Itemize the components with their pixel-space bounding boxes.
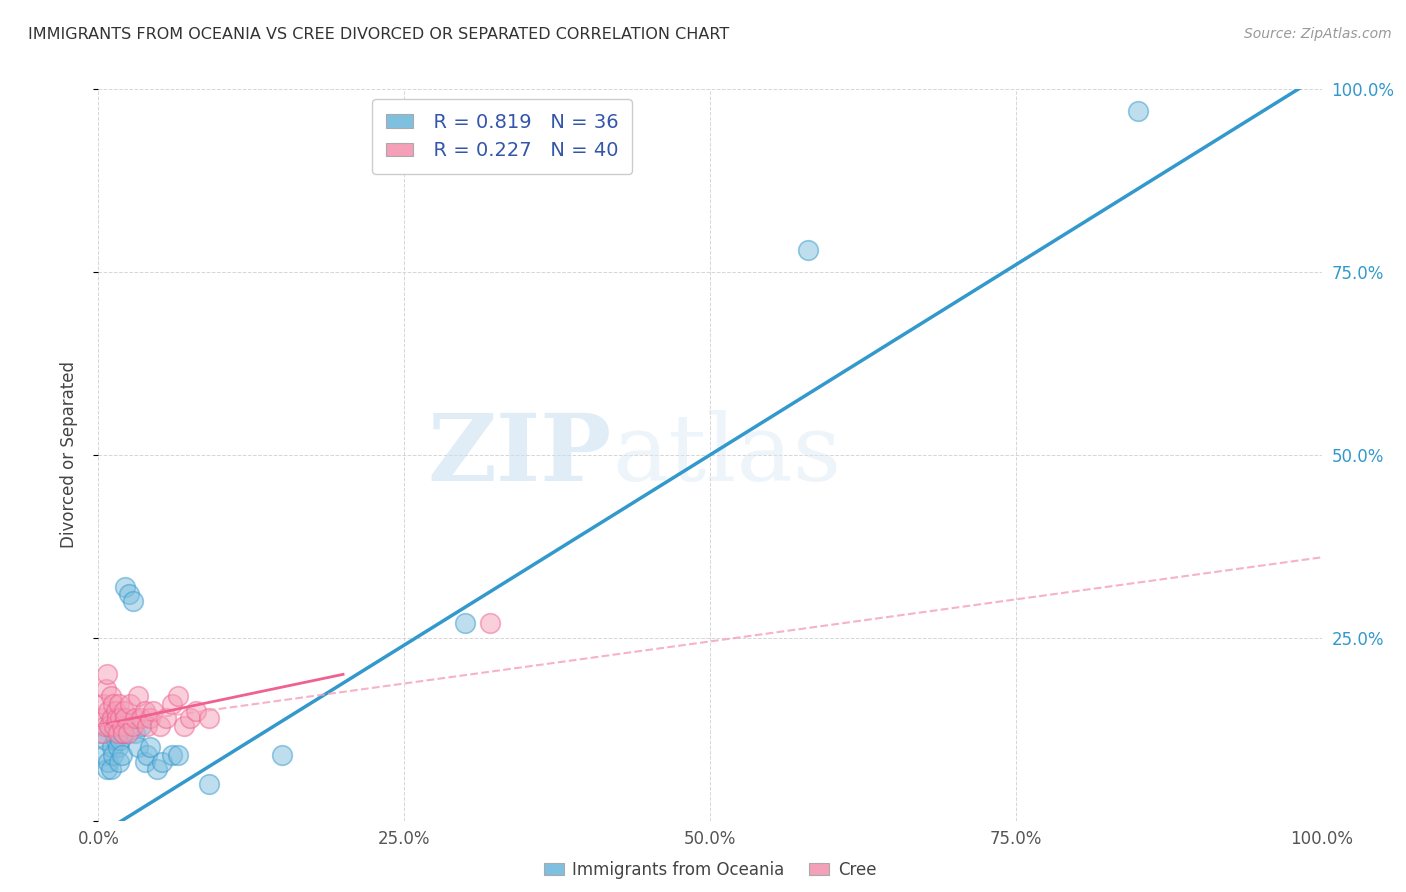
Point: [97, 704, 120, 718]
Point: [96, 763, 118, 777]
Text: ZIP: ZIP: [427, 410, 612, 500]
Point: [134, 755, 156, 769]
Point: [173, 718, 195, 732]
Point: [98, 718, 121, 732]
Point: [136, 718, 159, 732]
Point: [91, 726, 114, 740]
Point: [112, 704, 135, 718]
Point: [91, 697, 114, 711]
Point: [197, 777, 219, 791]
Point: [121, 718, 143, 732]
Point: [111, 718, 134, 732]
Point: [149, 718, 172, 732]
Point: [127, 740, 149, 755]
Point: [100, 690, 122, 704]
Point: [105, 718, 128, 732]
Point: [100, 711, 122, 725]
Point: [160, 747, 183, 762]
Point: [129, 711, 152, 725]
Point: [114, 711, 136, 725]
Point: [107, 726, 129, 740]
Point: [101, 740, 124, 755]
Point: [120, 697, 142, 711]
Legend: Immigrants from Oceania, Cree: Immigrants from Oceania, Cree: [537, 855, 883, 886]
Point: [103, 726, 125, 740]
Point: [110, 711, 132, 725]
Point: [94, 681, 117, 696]
Point: [167, 690, 190, 704]
Point: [179, 711, 201, 725]
Point: [186, 704, 208, 718]
Point: [107, 740, 129, 755]
Point: [110, 733, 132, 747]
Point: [104, 733, 127, 747]
Point: [101, 711, 124, 725]
Point: [146, 763, 169, 777]
Point: [103, 718, 125, 732]
Point: [96, 667, 118, 681]
Point: [104, 704, 127, 718]
Point: [478, 616, 501, 631]
Point: [134, 704, 156, 718]
Text: atlas: atlas: [612, 410, 841, 500]
Text: IMMIGRANTS FROM OCEANIA VS CREE DIVORCED OR SEPARATED CORRELATION CHART: IMMIGRANTS FROM OCEANIA VS CREE DIVORCED…: [28, 27, 730, 42]
Point: [270, 747, 294, 762]
Point: [142, 704, 165, 718]
Point: [454, 616, 477, 631]
Point: [97, 755, 120, 769]
Point: [105, 711, 128, 725]
Point: [118, 587, 141, 601]
Point: [101, 747, 124, 762]
Point: [111, 726, 134, 740]
Point: [1128, 104, 1150, 119]
Point: [93, 747, 115, 762]
Point: [111, 726, 134, 740]
Point: [90, 711, 112, 725]
Point: [124, 726, 146, 740]
Point: [94, 733, 117, 747]
Point: [114, 580, 136, 594]
Point: [108, 755, 131, 769]
Point: [129, 718, 152, 732]
Point: [91, 726, 114, 740]
Point: [121, 594, 143, 608]
Point: [136, 747, 159, 762]
Point: [155, 711, 177, 725]
Point: [167, 747, 190, 762]
Point: [117, 726, 139, 740]
Point: [127, 690, 149, 704]
Point: [108, 697, 131, 711]
Point: [160, 697, 183, 711]
Point: [98, 718, 121, 732]
Point: [111, 747, 134, 762]
Point: [797, 243, 820, 257]
Point: [139, 711, 162, 725]
Y-axis label: Divorced or Separated: Divorced or Separated: [59, 361, 77, 549]
Point: [101, 697, 124, 711]
Point: [197, 711, 219, 725]
Point: [139, 740, 162, 755]
Text: Source: ZipAtlas.com: Source: ZipAtlas.com: [1244, 27, 1392, 41]
Point: [150, 755, 173, 769]
Point: [124, 711, 146, 725]
Point: [100, 763, 122, 777]
Point: [93, 718, 115, 732]
